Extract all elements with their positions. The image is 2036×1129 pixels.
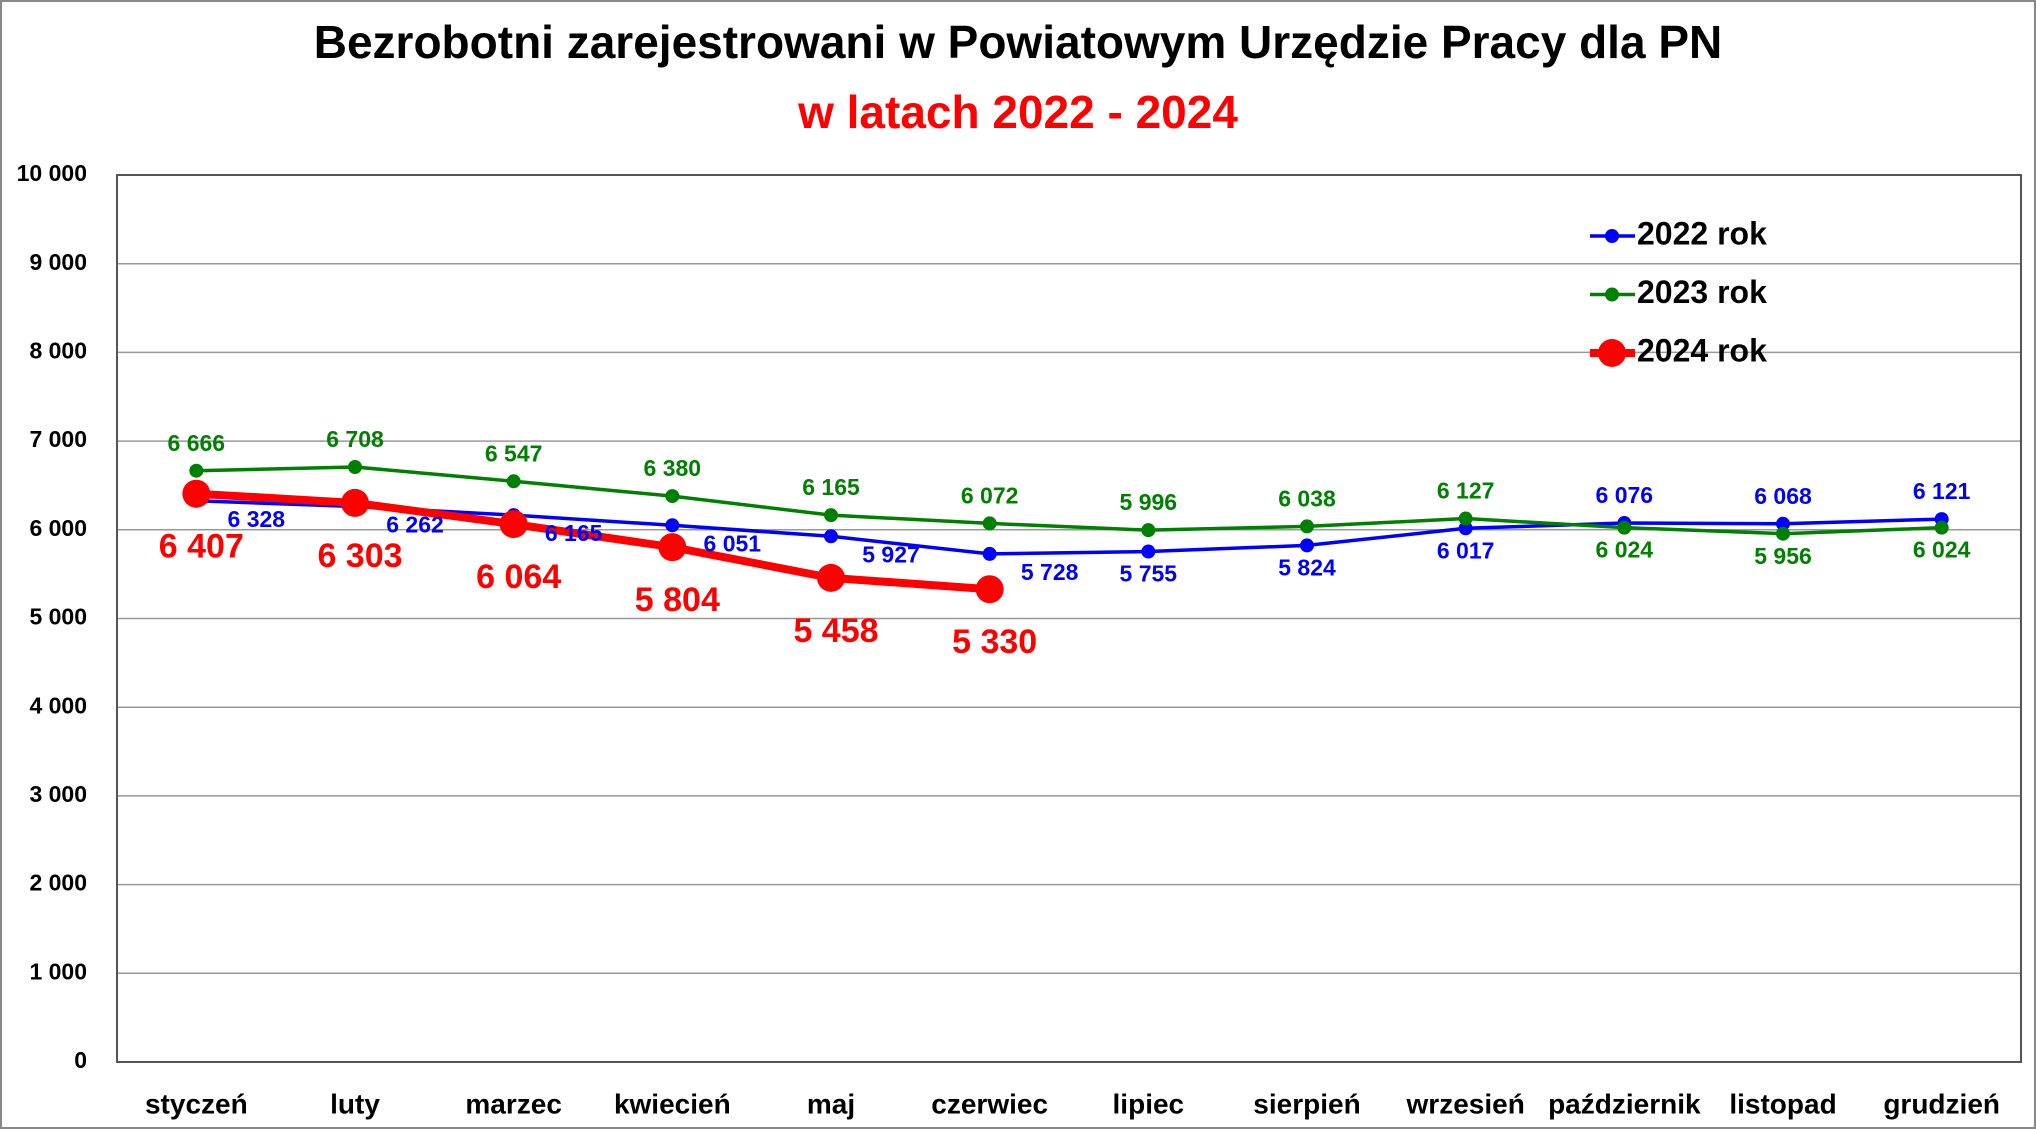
data-point (182, 479, 211, 508)
data-point (1141, 544, 1156, 559)
data-label: 6 127 (1437, 478, 1495, 504)
data-point (658, 533, 687, 562)
data-label: 6 262 (386, 512, 444, 538)
y-tick-label: 7 000 (29, 426, 87, 452)
data-point (975, 575, 1004, 604)
data-point (506, 474, 521, 489)
data-label: 6 051 (704, 530, 762, 556)
data-point (982, 516, 997, 531)
x-tick-label: kwiecień (614, 1088, 731, 1119)
data-label: 5 755 (1120, 561, 1178, 587)
data-label: 6 017 (1437, 537, 1495, 563)
legend-label: 2022 rok (1637, 215, 1767, 251)
data-label: 6 064 (476, 558, 561, 596)
data-label: 6 547 (485, 440, 543, 466)
data-label: 5 996 (1120, 489, 1178, 515)
legend-marker (1605, 229, 1619, 243)
data-label: 6 076 (1596, 482, 1654, 508)
data-label: 6 666 (168, 430, 226, 456)
data-point (348, 460, 362, 475)
data-point (1141, 523, 1156, 538)
x-tick-label: maj (807, 1088, 855, 1119)
data-point (1458, 521, 1473, 536)
data-label: 5 728 (1021, 559, 1079, 585)
legend-label: 2023 rok (1637, 274, 1767, 310)
y-tick-label: 10 000 (17, 160, 87, 186)
data-label: 6 165 (545, 520, 603, 546)
data-label: 6 072 (961, 482, 1019, 508)
data-point (1617, 520, 1632, 535)
data-label: 6 303 (317, 537, 402, 575)
y-tick-label: 9 000 (29, 249, 87, 275)
data-point (982, 546, 997, 561)
data-label: 5 804 (635, 581, 720, 619)
data-label: 6 407 (159, 528, 244, 566)
data-label: 6 068 (1754, 483, 1812, 509)
x-tick-label: styczeń (145, 1088, 248, 1119)
data-point (1776, 526, 1790, 541)
series-line (196, 498, 1942, 556)
data-point (1776, 516, 1790, 531)
x-tick-label: czerwiec (931, 1088, 1048, 1119)
y-tick-label: 2 000 (29, 870, 87, 896)
data-point (1300, 519, 1314, 534)
data-label: 5 927 (862, 541, 920, 567)
y-tick-label: 3 000 (29, 781, 87, 807)
data-point (341, 488, 369, 517)
data-point (824, 508, 838, 523)
data-label: 6 038 (1278, 486, 1336, 512)
x-tick-label: grudzień (1883, 1088, 2000, 1119)
x-tick-label: listopad (1729, 1088, 1836, 1119)
legend-marker (1598, 339, 1626, 367)
data-point (665, 489, 680, 504)
data-label: 5 824 (1278, 554, 1336, 580)
y-tick-label: 4 000 (29, 692, 87, 718)
data-label: 6 328 (228, 506, 286, 532)
chart-subtitle: w latach 2022 - 2024 (797, 86, 1238, 138)
y-tick-label: 1 000 (29, 958, 87, 984)
data-point (824, 529, 838, 544)
x-tick-label: lipiec (1113, 1088, 1185, 1119)
y-tick-label: 0 (74, 1047, 87, 1073)
series-line (196, 489, 990, 594)
y-tick-label: 5 000 (29, 604, 87, 630)
y-tick-label: 6 000 (29, 515, 87, 541)
data-point (1300, 538, 1314, 553)
data-label: 6 380 (644, 455, 702, 481)
legend-marker (1605, 287, 1619, 302)
data-point (189, 463, 204, 478)
data-point (1934, 520, 1949, 535)
data-label: 5 956 (1754, 543, 1812, 569)
legend-label: 2024 rok (1637, 332, 1767, 368)
series-line (196, 465, 1942, 536)
data-point (499, 510, 528, 539)
x-tick-label: marzec (465, 1088, 562, 1119)
x-tick-label: październik (1548, 1088, 1701, 1119)
data-point (665, 518, 680, 533)
data-label: 5 458 (793, 612, 878, 650)
data-label: 6 024 (1596, 537, 1654, 563)
x-tick-label: sierpień (1253, 1088, 1360, 1119)
plot-area (116, 174, 2022, 1063)
data-label: 6 024 (1913, 537, 1971, 563)
x-tick-label: wrzesień (1406, 1088, 1525, 1119)
chart-title: Bezrobotni zarejestrowani w Powiatowym U… (314, 16, 1722, 68)
data-label: 6 121 (1913, 478, 1971, 504)
data-label: 6 708 (326, 426, 384, 452)
data-label: 5 330 (952, 623, 1037, 661)
data-label: 6 165 (802, 474, 860, 500)
y-tick-label: 8 000 (29, 337, 87, 363)
data-point (1458, 511, 1473, 526)
data-point (817, 563, 845, 592)
x-tick-label: luty (330, 1088, 380, 1119)
